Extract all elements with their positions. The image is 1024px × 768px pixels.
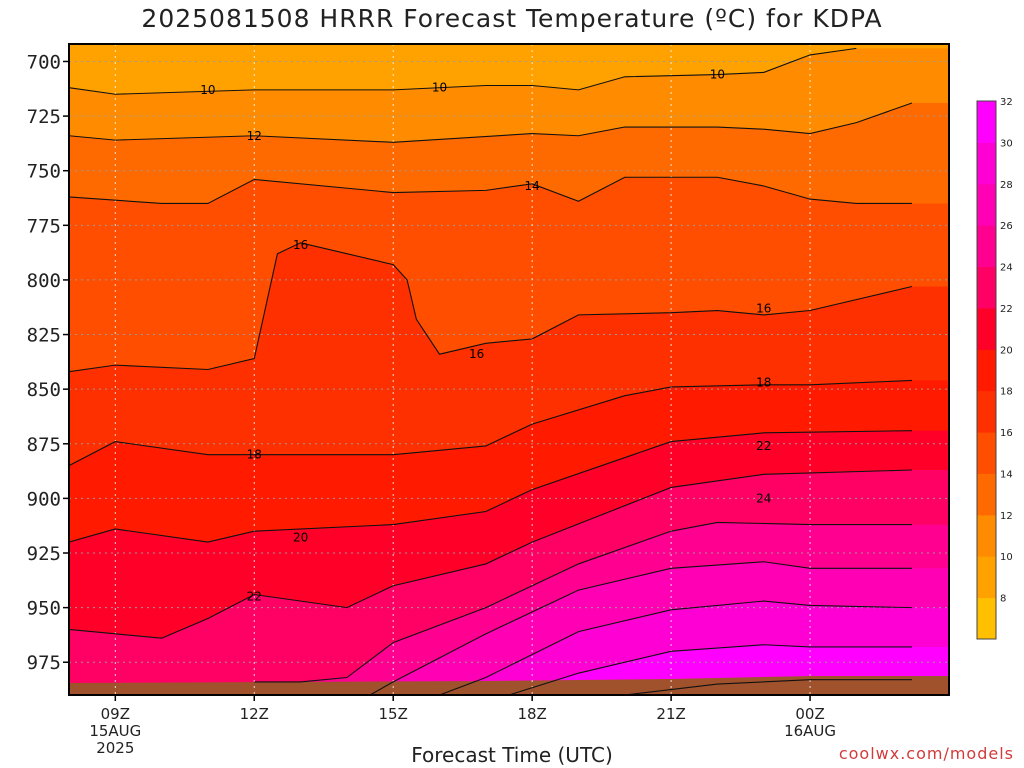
colorbar-label: 10	[1000, 552, 1013, 563]
contour-line-12	[69, 102, 913, 143]
contour-label: 18	[247, 448, 262, 462]
colorbar-label: 12	[1000, 511, 1013, 522]
colorbar-swatch	[977, 349, 996, 392]
contour-label: 16	[469, 347, 484, 361]
colorbar-label: 26	[1000, 221, 1013, 232]
contour-label: 16	[756, 301, 771, 315]
colorbar-frame	[976, 100, 997, 640]
contour-label-layer: 10 10 10 12 14 16 16 16 18 18 20 22 22 24	[200, 68, 771, 604]
x-tick-label: 09Z	[101, 705, 130, 723]
contour-line-14	[69, 176, 912, 205]
colorbar-label: 16	[1000, 428, 1013, 439]
contour-line-22	[69, 469, 912, 639]
x-tick-label: 18Z	[517, 705, 546, 723]
contour-label: 10	[710, 68, 725, 82]
y-axis: 700 725 750 775 800 825 850 875 900 925 950 975	[27, 51, 69, 674]
contour-label: 14	[525, 179, 540, 193]
y-tick-label: 700	[27, 51, 61, 73]
contour-line-24	[254, 521, 912, 683]
contour-label: 24	[756, 491, 771, 505]
colorbar-swatch	[977, 307, 996, 350]
y-tick-label: 750	[27, 161, 61, 183]
grid-lines	[69, 44, 949, 695]
contour-lines	[69, 47, 913, 695]
colorbar-swatch	[977, 183, 996, 226]
x-tick-label: 00Z	[795, 705, 824, 723]
colorbar-swatch	[977, 432, 996, 474]
x-tick-label: 15AUG	[89, 722, 141, 740]
contour-line-16	[69, 242, 913, 373]
x-axis-label: Forecast Time (UTC)	[411, 743, 613, 767]
temperature-fill-layer	[69, 44, 949, 695]
colorbar-label: 14	[1000, 469, 1013, 480]
y-tick-label: 725	[27, 106, 61, 128]
colorbar-swatch	[977, 390, 996, 433]
plot-frame	[68, 43, 950, 696]
colorbar-label: 22	[1000, 304, 1013, 315]
contour-label: 12	[247, 129, 262, 143]
colorbar-label: 28	[1000, 180, 1013, 191]
colorbar-swatch	[977, 225, 996, 268]
chart-title: 2025081508 HRRR Forecast Temperature (ºC…	[141, 4, 883, 33]
colorbar-swatch	[977, 266, 996, 309]
y-tick-label: 900	[27, 488, 61, 510]
contour-label: 18	[756, 376, 771, 390]
y-tick-label: 950	[27, 598, 61, 620]
contour-line-28	[439, 600, 912, 695]
contour-label: 10	[200, 83, 215, 97]
colorbar: 8 10 12 14 16 18 20 22 24 26 28 30 32	[976, 97, 1013, 640]
contour-line-10	[69, 47, 857, 95]
colorbar-swatch	[977, 101, 996, 143]
y-tick-label: 925	[27, 543, 61, 565]
contour-line-18	[69, 379, 912, 467]
contour-label: 22	[756, 439, 771, 453]
colorbar-swatch	[977, 514, 996, 557]
colorbar-label: 18	[1000, 387, 1013, 398]
x-tick-label: 12Z	[240, 705, 269, 723]
y-tick-label: 775	[27, 215, 61, 237]
contour-label: 20	[293, 531, 308, 545]
ground-fill	[69, 676, 949, 695]
y-tick-label: 800	[27, 270, 61, 292]
y-tick-label: 825	[27, 325, 61, 347]
ground-layer	[69, 676, 949, 695]
colorbar-swatch	[977, 142, 996, 185]
y-tick-label: 850	[27, 379, 61, 401]
contour-label: 10	[432, 81, 447, 95]
contour-line-32	[624, 679, 912, 695]
colorbar-label: 24	[1000, 263, 1013, 274]
contour-line-20	[69, 430, 912, 543]
colorbar-label: 8	[1000, 594, 1006, 605]
y-tick-label: 975	[27, 652, 61, 674]
x-tick-label: 2025	[96, 739, 134, 757]
contour-label: 16	[293, 238, 308, 252]
colorbar-label: 32	[1000, 97, 1013, 108]
contour-label: 22	[247, 590, 262, 604]
x-tick-label: 21Z	[656, 705, 685, 723]
colorbar-label: 20	[1000, 345, 1013, 356]
contour-line-26	[369, 561, 912, 695]
contour-line-30	[508, 644, 912, 695]
x-tick-label: 15Z	[379, 705, 408, 723]
colorbar-swatch	[977, 597, 996, 640]
y-tick-label: 875	[27, 434, 61, 456]
x-tick-label: 16AUG	[784, 722, 836, 740]
colorbar-label: 30	[1000, 138, 1013, 149]
colorbar-swatch	[977, 556, 996, 599]
watermark-link[interactable]: coolwx.com/models	[838, 744, 1014, 763]
colorbar-swatch	[977, 473, 996, 516]
